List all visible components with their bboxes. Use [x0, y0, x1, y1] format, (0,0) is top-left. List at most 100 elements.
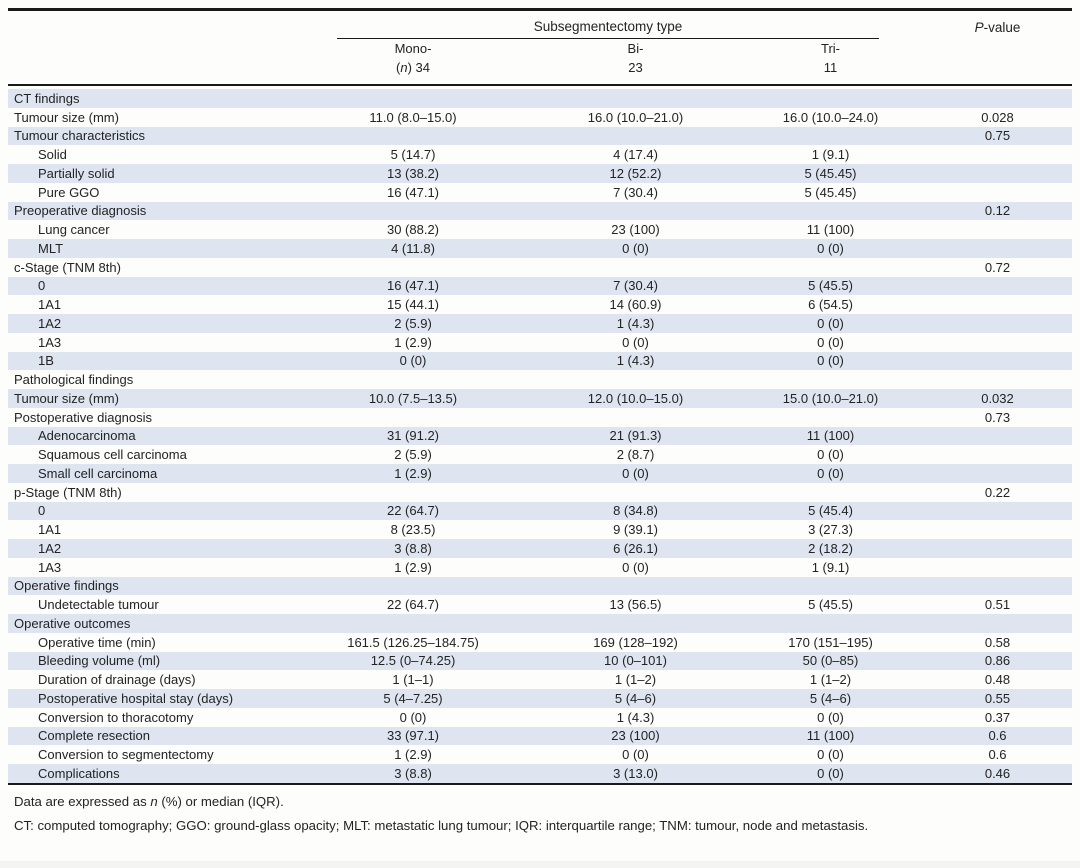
row-label: 1A2 — [38, 540, 62, 556]
value-cell-mono: 1 (1–1) — [392, 672, 434, 688]
value-cell-tri: 16.0 (10.0–24.0) — [782, 109, 879, 125]
value-cell-tri: 0 (0) — [817, 765, 844, 781]
value-cell-mono: 22 (64.7) — [386, 597, 440, 613]
footnote-data-expression: Data are expressed as n (%) or median (I… — [14, 793, 284, 809]
row-label: 1A1 — [38, 297, 62, 313]
table-row: Squamous cell carcinoma 2 (5.9) 2 (8.7) 0 (… — [8, 445, 1072, 464]
table-top-rule — [8, 8, 1072, 11]
column-count-mono: (n) 34 — [396, 60, 430, 75]
header-label-row: Mono- Bi- Tri- — [8, 39, 1072, 58]
value-cell-mono: 12.5 (0–74.25) — [370, 653, 456, 669]
table-row: Preoperative diagnosis 0.12 — [8, 201, 1072, 221]
value-cell-tri: 0 (0) — [817, 709, 844, 725]
value-cell-bi: 8 (34.8) — [613, 503, 658, 519]
value-cell-tri: 6 (54.5) — [808, 297, 853, 313]
row-label: Postoperative hospital stay (days) — [38, 690, 234, 706]
row-label: Tumour size (mm) — [14, 390, 119, 406]
row-label: Operative time (min) — [38, 634, 156, 650]
table-row: Adenocarcinoma 31 (91.2) 21 (91.3) 11 (100) — [8, 426, 1072, 446]
value-cell-tri: 1 (9.1) — [811, 147, 850, 163]
value-cell-bi: 12.0 (10.0–15.0) — [587, 390, 684, 406]
p-value-cell: 0.48 — [984, 672, 1011, 688]
value-cell-mono: 10.0 (7.5–13.5) — [368, 390, 458, 406]
column-header-tri: Tri- — [820, 41, 840, 56]
value-cell-mono: 13 (38.2) — [386, 165, 440, 181]
column-count-bi: 23 — [628, 60, 643, 75]
p-value-cell: 0.6 — [988, 728, 1007, 744]
value-cell-bi: 23 (100) — [611, 728, 660, 744]
table-row: 0 22 (64.7) 8 (34.8) 5 (45.4) — [8, 501, 1072, 521]
p-value-cell: 0.37 — [984, 709, 1011, 725]
row-label: 1A2 — [38, 315, 62, 331]
row-label: Complete resection — [38, 728, 150, 744]
value-cell-mono: 161.5 (126.25–184.75) — [347, 634, 479, 650]
row-label: Operative findings — [14, 578, 119, 594]
p-value-cell: 0.75 — [984, 128, 1011, 144]
value-cell-mono: 0 (0) — [399, 353, 427, 369]
value-cell-mono: 30 (88.2) — [386, 222, 440, 238]
table-row: Lung cancer 30 (88.2) 23 (100) 11 (100) — [8, 220, 1072, 239]
row-label: Complications — [38, 765, 120, 781]
value-cell-tri: 1 (1–2) — [809, 672, 852, 688]
value-cell-mono: 2 (5.9) — [394, 447, 432, 463]
p-value-cell: 0.6 — [988, 747, 1007, 763]
table-row: Undetectable tumour 22 (64.7) 13 (56.5) 5 (… — [8, 595, 1072, 614]
value-cell-tri: 3 (27.3) — [808, 522, 853, 538]
table-row: Postoperative diagnosis 0.73 — [8, 408, 1072, 427]
row-label: Adenocarcinoma — [38, 428, 136, 444]
row-label: p-Stage (TNM 8th) — [14, 484, 122, 500]
value-cell-bi: 0 (0) — [622, 559, 649, 575]
value-cell-mono: 11.0 (8.0–15.0) — [369, 109, 457, 125]
value-cell-mono: 1 (2.9) — [394, 465, 432, 481]
row-label: 0 — [38, 503, 46, 519]
table-row: 1A1 8 (23.5) 9 (39.1) 3 (27.3) — [8, 520, 1072, 539]
row-label: Pure GGO — [38, 184, 100, 200]
value-cell-bi: 7 (30.4) — [613, 184, 658, 200]
value-cell-bi: 16.0 (10.0–21.0) — [587, 109, 684, 125]
table-row: Complete resection 33 (97.1) 23 (100) 11 (1… — [8, 726, 1072, 746]
table-row: Tumour size (mm) 10.0 (7.5–13.5) 12.0 (10.… — [8, 389, 1072, 408]
value-cell-bi: 1 (4.3) — [616, 353, 655, 369]
value-cell-mono: 3 (8.8) — [394, 765, 432, 781]
row-label: Solid — [38, 147, 67, 163]
value-cell-tri: 0 (0) — [817, 747, 844, 763]
p-value-cell: 0.12 — [984, 203, 1011, 219]
row-label: Tumour size (mm) — [14, 109, 119, 125]
row-label: CT findings — [14, 90, 80, 106]
p-value-cell: 0.46 — [984, 765, 1011, 781]
value-cell-mono: 2 (5.9) — [394, 315, 432, 331]
value-cell-tri: 2 (18.2) — [808, 540, 853, 556]
value-cell-bi: 2 (8.7) — [616, 447, 655, 463]
value-cell-tri: 5 (45.5) — [808, 278, 853, 294]
table-row: Operative findings — [8, 576, 1072, 596]
table-row: Operative time (min) 161.5 (126.25–184.75… — [8, 633, 1072, 652]
footnote-abbreviations: CT: computed tomography; GGO: ground-gla… — [14, 818, 869, 834]
value-cell-mono: 0 (0) — [399, 709, 427, 725]
table-row: c-Stage (TNM 8th) 0.72 — [8, 258, 1072, 277]
value-cell-mono: 31 (91.2) — [386, 428, 440, 444]
value-cell-bi: 14 (60.9) — [609, 297, 662, 313]
table-row: Small cell carcinoma 1 (2.9) 0 (0) 0 (0) — [8, 464, 1072, 483]
p-value-cell: 0.032 — [981, 390, 1014, 406]
p-value-cell: 0.22 — [984, 484, 1011, 500]
table-bottom-rule — [8, 782, 1072, 785]
row-label: MLT — [38, 240, 64, 256]
value-cell-bi: 169 (128–192) — [593, 634, 678, 650]
row-label: Undetectable tumour — [38, 597, 159, 613]
column-group-title: Subsegmentectomy type — [337, 19, 879, 39]
value-cell-mono: 33 (97.1) — [386, 728, 440, 744]
table-row: Complications 3 (8.8) 3 (13.0) 0 (0) 0.46 — [8, 764, 1072, 783]
value-cell-tri: 0 (0) — [817, 353, 844, 369]
table-row: p-Stage (TNM 8th) 0.22 — [8, 483, 1072, 502]
table-row: Pure GGO 16 (47.1) 7 (30.4) 5 (45.45) — [8, 183, 1072, 202]
value-cell-bi: 13 (56.5) — [609, 597, 662, 613]
row-label: Tumour characteristics — [14, 128, 145, 144]
table-body: CT findings Tumour size (mm) 11.0 (8.0–15.… — [8, 89, 1072, 783]
header-divider-rule — [8, 84, 1072, 86]
row-label: Small cell carcinoma — [38, 465, 158, 481]
table-row: 1A3 1 (2.9) 0 (0) 0 (0) — [8, 333, 1072, 352]
table-row: Conversion to thoracotomy 0 (0) 1 (4.3) 0 (… — [8, 708, 1072, 727]
value-cell-tri: 50 (0–85) — [802, 653, 859, 669]
table-row: MLT 4 (11.8) 0 (0) 0 (0) — [8, 239, 1072, 258]
p-value-cell: 0.55 — [984, 690, 1011, 706]
